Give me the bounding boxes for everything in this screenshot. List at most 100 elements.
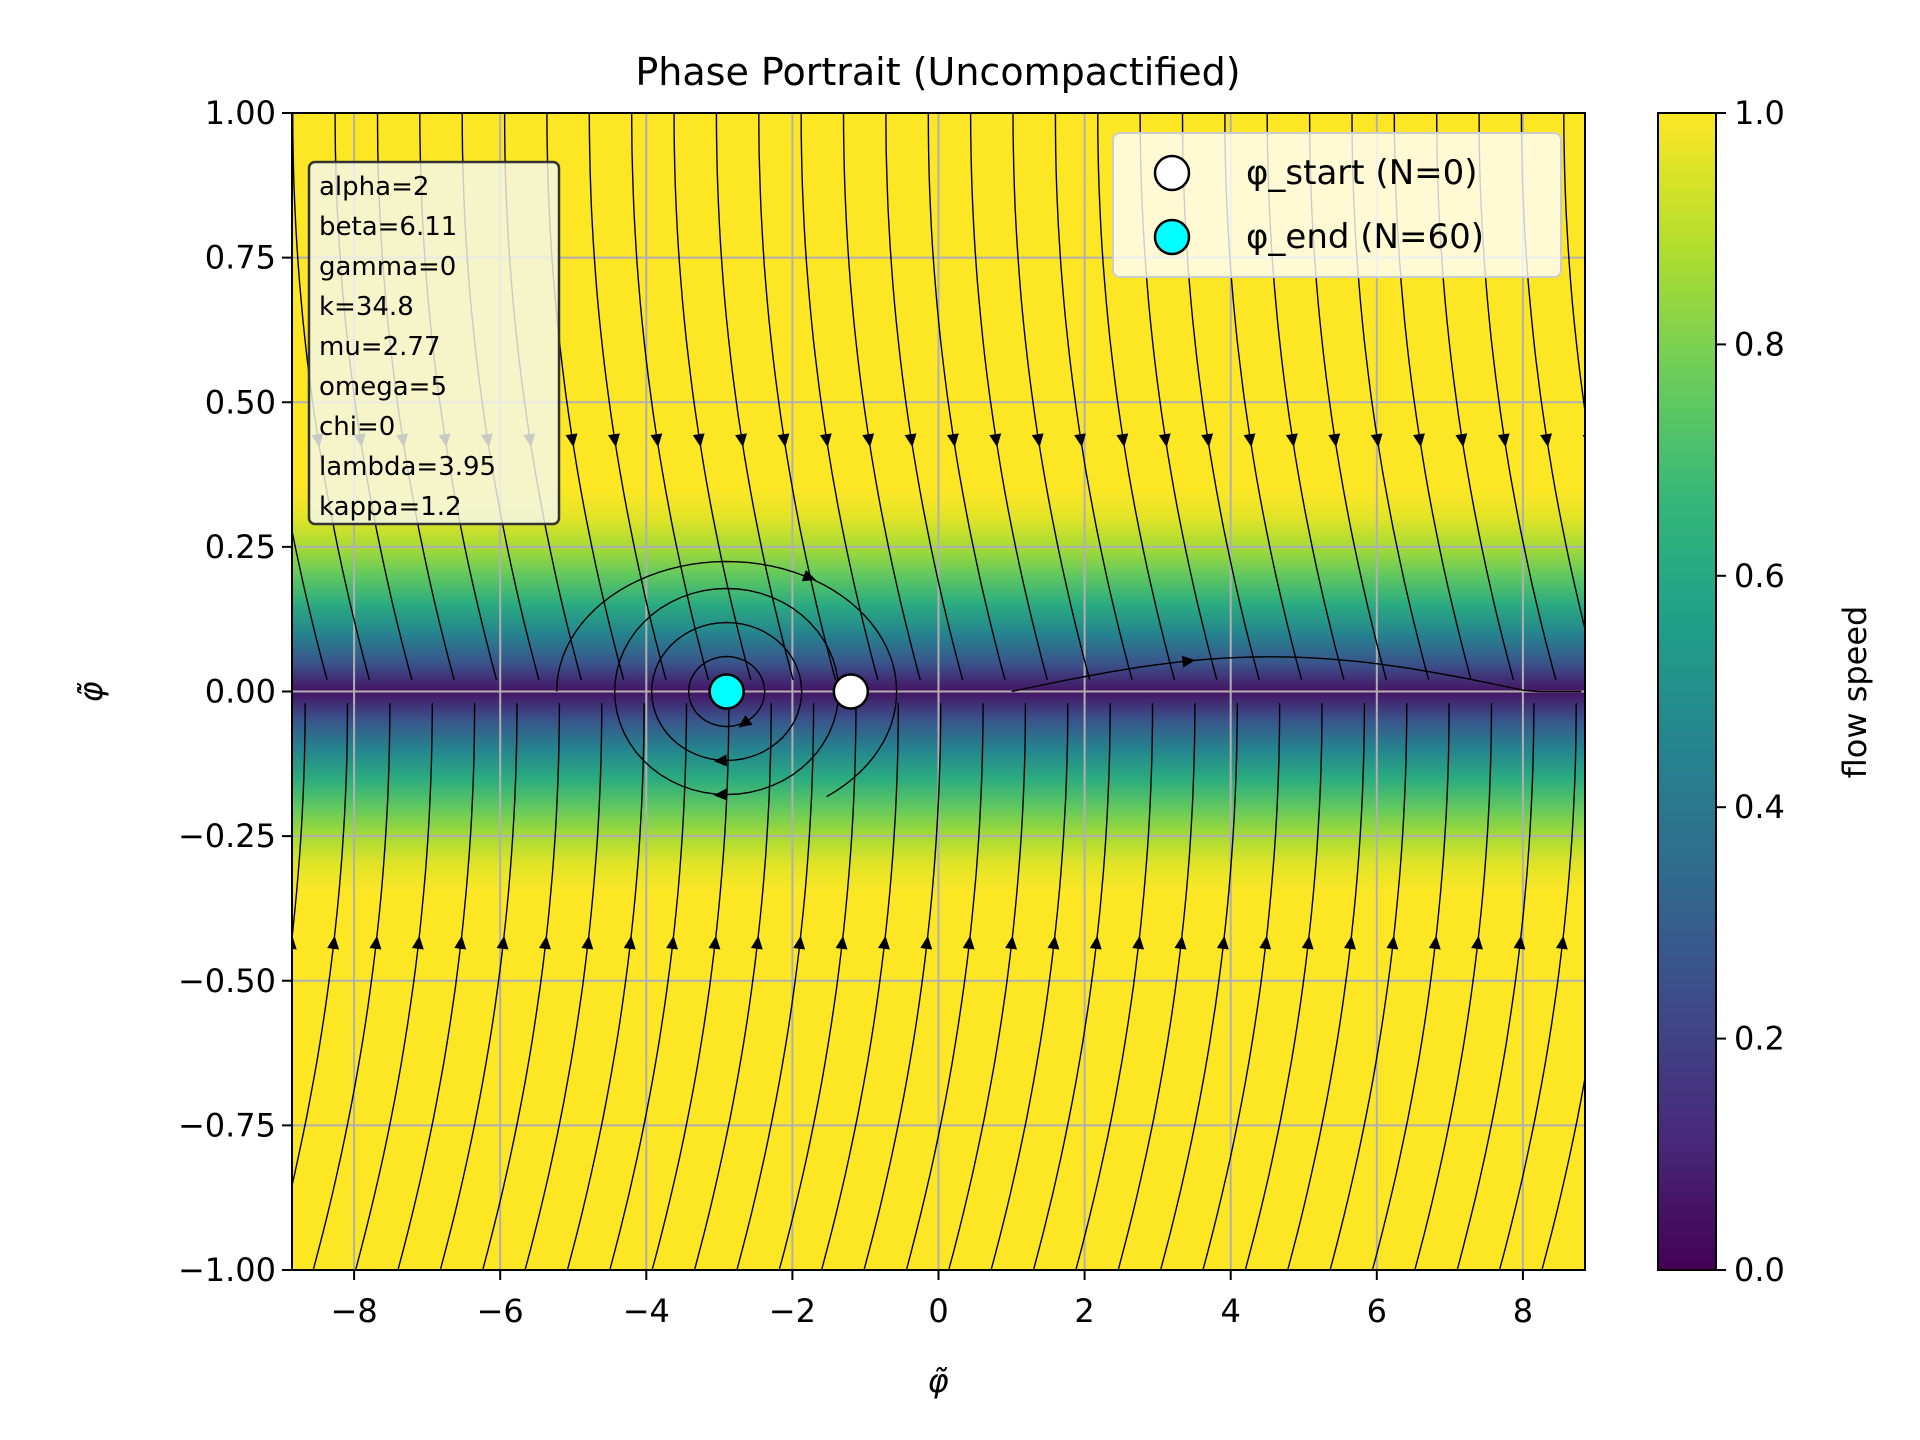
streamline	[715, 113, 794, 681]
legend-end-label: φ_end (N=60)	[1246, 217, 1484, 257]
streamline	[758, 113, 837, 681]
colorbar: 0.0 0.2 0.4 0.6 0.8 1.0 flow speed	[1657, 94, 1874, 1289]
param-alpha: alpha=2	[319, 172, 429, 202]
streamline	[631, 113, 710, 681]
parameters-box-frame	[307, 160, 561, 526]
streamline	[842, 113, 921, 681]
streamline	[736, 703, 815, 1270]
stream-arrow	[1216, 935, 1229, 950]
streamline	[905, 703, 984, 1270]
stream-arrow	[1428, 935, 1441, 950]
stream-arrow	[1641, 936, 1653, 950]
stream-arrow	[1047, 935, 1060, 950]
streamline	[969, 113, 1048, 681]
streamline	[885, 113, 964, 681]
param-gamma: gamma=0	[319, 252, 456, 282]
stream-arrow	[713, 788, 727, 801]
stream-arrow	[801, 570, 817, 582]
streamline	[1563, 113, 1585, 417]
legend: φ_start (N=0) φ_end (N=60)	[1112, 132, 1562, 278]
fixed-point-markers	[708, 673, 870, 710]
stream-arrow	[227, 433, 239, 447]
stream-arrow	[1513, 935, 1526, 950]
stream-arrow	[327, 935, 340, 950]
stream-arrow	[242, 936, 254, 950]
colorbar-tick-label: 0.2	[1734, 1020, 1785, 1058]
param-k: k=34.8	[319, 292, 414, 322]
streamline	[650, 621, 803, 762]
param-mu: mu=2.77	[319, 332, 440, 362]
y-tick-label: 0.00	[205, 673, 276, 711]
streamline	[556, 560, 898, 798]
legend-end-marker	[1153, 218, 1191, 256]
colorbar-tick-label: 1.0	[1734, 94, 1785, 132]
stream-arrow	[692, 433, 705, 448]
streamline	[1456, 703, 1535, 1270]
streamline	[613, 587, 840, 796]
stream-arrow	[1031, 433, 1044, 448]
stream-arrow	[1174, 935, 1187, 950]
stream-arrow	[1259, 935, 1272, 950]
y-tick-label: 0.50	[205, 383, 276, 421]
stream-arrow	[1555, 935, 1568, 950]
streamline	[292, 703, 306, 944]
y-tick-label: −0.75	[178, 1106, 276, 1144]
stream-arrow	[878, 935, 890, 950]
start-point-marker	[832, 673, 870, 710]
parameters-box: alpha=2 beta=6.11 gamma=0 k=34.8 mu=2.77…	[307, 160, 561, 526]
streamline	[292, 527, 328, 681]
stream-arrow	[1089, 935, 1102, 950]
stream-arrow	[539, 935, 551, 950]
y-axis-label: φ̃̇	[72, 681, 110, 702]
x-axis-ticks: −8 −6 −4 −2 0 2 4 6 8	[331, 1270, 1533, 1330]
streamline	[1159, 703, 1238, 1270]
stream-arrow	[496, 935, 509, 950]
colorbar-tick-label: 0.8	[1734, 325, 1785, 363]
stream-arrow	[1243, 433, 1256, 448]
streamline	[820, 703, 899, 1270]
stream-arrow	[1158, 433, 1171, 448]
stream-arrow	[1181, 655, 1196, 668]
stream-arrow	[666, 935, 678, 950]
streamline	[948, 703, 1027, 1270]
stream-arrow	[708, 935, 721, 950]
end-point-marker	[708, 673, 745, 710]
stream-arrow	[269, 433, 281, 447]
x-tick-label: 2	[1074, 1292, 1094, 1330]
stream-arrow	[1005, 935, 1017, 950]
stream-arrow	[904, 433, 917, 448]
stream-arrow	[1132, 935, 1145, 950]
stream-arrow	[292, 935, 297, 950]
stream-arrow	[1370, 433, 1383, 448]
legend-start-marker	[1153, 154, 1191, 192]
stream-arrow	[1328, 433, 1341, 448]
streamline	[673, 113, 752, 681]
stream-arrow	[1301, 935, 1314, 950]
streamline	[800, 113, 879, 681]
streamline	[1541, 1074, 1585, 1270]
x-tick-label: −2	[769, 1292, 816, 1330]
stream-arrow	[411, 935, 424, 950]
stream-arrow	[1471, 935, 1483, 950]
streamline	[566, 703, 645, 1270]
streamline	[439, 703, 518, 1270]
streamline	[609, 703, 688, 1270]
stream-arrow	[819, 433, 832, 448]
stream-arrow	[920, 935, 933, 950]
stream-arrow	[650, 433, 663, 448]
legend-frame	[1112, 132, 1562, 278]
stream-arrow	[581, 935, 594, 950]
colorbar-label: flow speed	[1836, 606, 1874, 779]
streamline	[1011, 656, 1582, 693]
stream-arrow	[1116, 433, 1129, 448]
x-tick-label: 0	[928, 1292, 948, 1330]
stream-arrow	[793, 935, 806, 950]
streamline	[778, 703, 857, 1270]
stream-arrow	[735, 433, 747, 448]
streamline	[354, 703, 433, 1270]
param-omega: omega=5	[319, 372, 447, 402]
y-tick-label: 0.25	[205, 528, 276, 566]
y-axis-ticks: −1.00 −0.75 −0.50 −0.25 0.00 0.25 0.50 0.75 1.00	[178, 94, 292, 1289]
x-tick-label: 8	[1513, 1292, 1533, 1330]
